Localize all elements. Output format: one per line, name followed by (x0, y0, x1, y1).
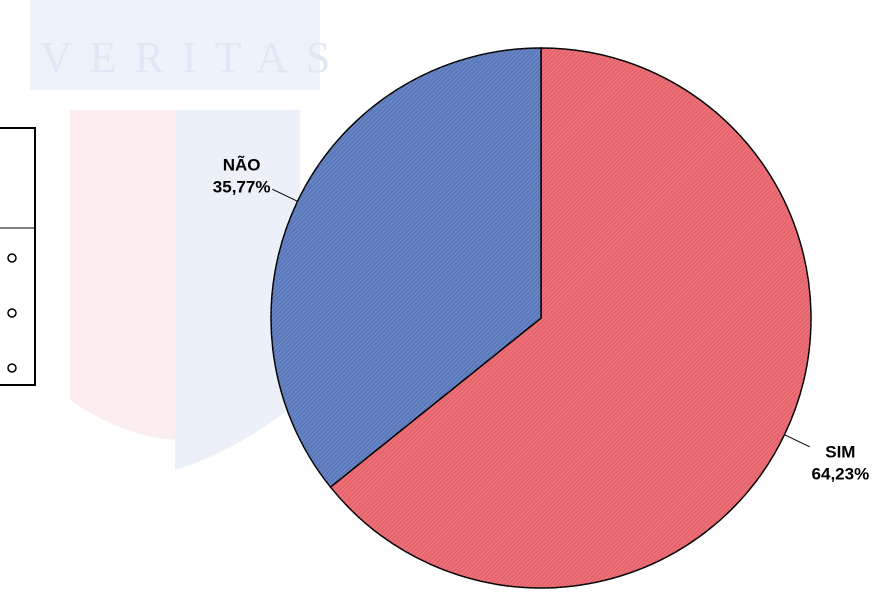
slice-label: NÃO (223, 154, 261, 174)
background-watermark: VERITAS (30, 0, 348, 470)
pie-slice-hatch (330, 48, 811, 588)
pie-chart: SIM 64,23% NÃO 35,77% (213, 47, 870, 589)
box-mark (7, 363, 17, 373)
watermark-band (30, 0, 320, 90)
slice-value-label: 35,77% (213, 177, 271, 196)
box-border (0, 127, 36, 386)
box-mark (7, 253, 17, 263)
pie-slice-hatch (271, 48, 541, 488)
leader-line (784, 434, 810, 448)
leader-line (272, 188, 298, 202)
watermark-crest (175, 110, 300, 470)
side-box (0, 127, 36, 386)
slice-label: SIM (825, 443, 855, 462)
watermark-text: VERITAS (40, 33, 348, 82)
box-mark (7, 308, 17, 318)
slice-value-label: 64,23% (812, 465, 870, 484)
